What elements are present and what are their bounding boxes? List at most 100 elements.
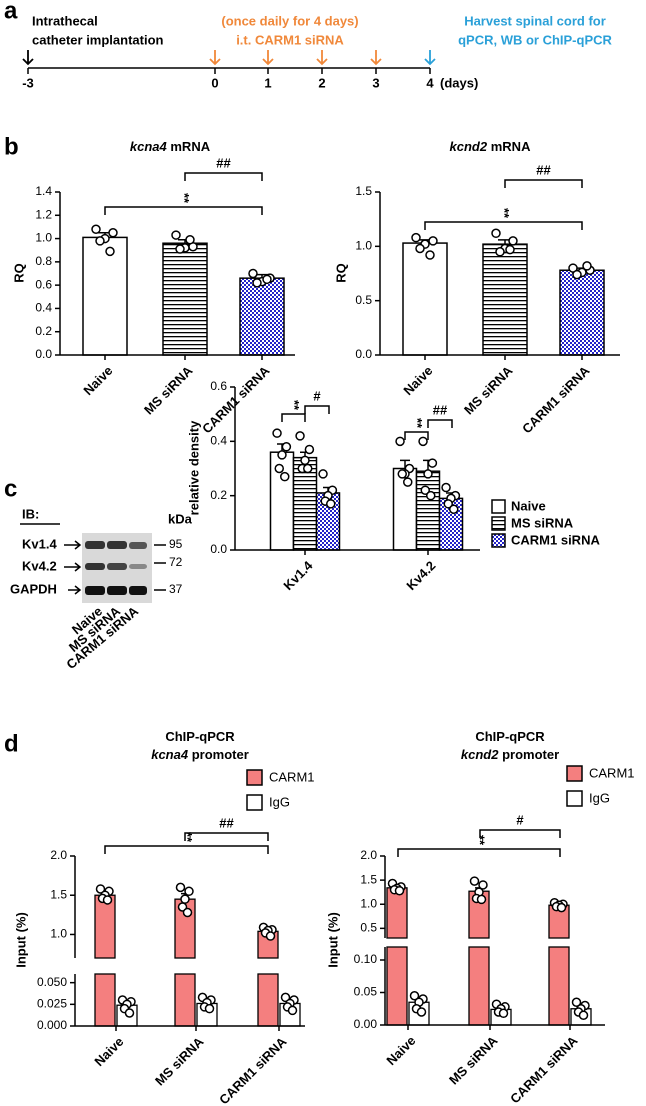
y-tick-label: 0.6 [35,277,52,291]
bar [559,269,605,356]
data-point [184,886,194,897]
x-tick-label: MS siRNA [461,363,516,418]
data-point [415,243,425,254]
data-point [411,232,421,243]
x-tick-label: Kv4.2 [403,558,438,593]
y-tick-label: 0.000 [37,1018,67,1032]
x-tick-label: CARM1 siRNA [519,363,593,437]
blot-header: IB: [22,506,39,521]
data-point [180,894,190,904]
data-point [281,442,292,452]
size-label: 72 [169,555,183,569]
data-point [252,278,262,288]
data-point [175,882,186,893]
y-tick-label: 0.5 [355,293,372,307]
sig-bracket [427,419,453,428]
y-tick-label: 1.0 [35,231,52,245]
y-tick-label: 0.5 [360,921,377,935]
day-label: 0 [211,75,218,90]
data-point [272,428,282,438]
sig-bracket [397,848,561,857]
legend-swatch [246,794,263,811]
timeline-label: Harvest spinal cord for [464,13,606,28]
data-point [397,469,407,479]
y-tick-label: 0.025 [37,997,67,1011]
x-tick-label: MS siRNA [152,1034,207,1089]
sig-label: # [313,388,321,403]
data-point [326,499,336,509]
sig-bracket [404,431,429,440]
day-label: 4 [426,75,434,90]
bar [82,236,128,356]
legend-swatch [491,499,506,514]
timeline-arrow [22,50,34,66]
y-tick-label: 0.8 [35,254,52,268]
data-point [420,485,430,495]
data-point [403,477,413,487]
timeline-arrow [424,50,436,66]
y-tick-label: 0.0 [355,347,372,361]
chart-title: kcna4 promoter [151,747,249,762]
bar [468,946,490,1026]
x-tick-label: Naive [383,1033,418,1068]
bar [548,946,570,1026]
timeline-label: Intrathecal [32,13,98,28]
y-tick-label: 1.5 [355,184,372,198]
sig-label: ## [216,155,231,170]
data-point [495,247,505,257]
y-axis-label: RQ [11,263,26,283]
y-tick-label: 0.10 [354,952,378,966]
sig-label: ** [287,400,302,411]
title-text: ChIP-qPCR [475,729,545,744]
legend-swatch [566,790,583,807]
data-point [508,236,518,246]
y-tick-label: 2.0 [360,848,377,862]
data-point [418,436,428,447]
timeline-label: (once daily for 4 days) [221,13,358,28]
title-text: mRNA [170,139,210,154]
data-point [175,244,185,254]
y-tick-label: 0.6 [210,379,227,393]
sig-bracket [281,413,306,422]
timeline-arrow [262,50,274,66]
data-point [395,436,405,447]
data-point [300,455,310,466]
data-point [287,1005,298,1016]
sig-label: ** [180,832,195,843]
x-tick-label: CARM1 siRNA [216,1034,290,1106]
data-point [124,1008,135,1018]
gene-name: kcnd2 [461,747,499,762]
legend-label: CARM1 [589,765,635,780]
chart-title: kcna4 mRNA [130,139,211,154]
chart-title: ChIP-qPCR [165,729,235,744]
data-point [409,991,420,1001]
timeline-arrow [316,50,328,66]
day-label: 2 [318,75,325,90]
data-point [428,236,438,246]
data-point [262,274,272,285]
timeline-arrow [370,50,382,66]
timeline-label: catheter implantation [32,32,164,47]
data-point [449,504,459,514]
x-tick-label: MS siRNA [141,363,196,418]
y-tick-label: 1.5 [50,887,67,901]
sig-bracket [504,179,583,188]
sig-bracket [304,405,330,414]
y-tick-label: 0.2 [35,324,52,338]
y-tick-label: 0.05 [354,985,378,999]
panel-label: d [4,730,19,757]
data-point [441,482,451,493]
data-point [185,234,195,245]
title-text: promoter [192,747,249,762]
day-label: 3 [372,75,379,90]
y-tick-label: 1.2 [35,207,52,221]
y-tick-label: 0.00 [354,1017,378,1031]
day-label: -3 [22,75,34,90]
sig-bracket [424,221,583,230]
bar [239,277,285,356]
sig-label: ** [410,418,425,429]
sig-label: ## [433,402,448,417]
data-point [248,268,258,279]
legend-label: MS siRNA [511,515,574,530]
data-point [280,471,290,482]
